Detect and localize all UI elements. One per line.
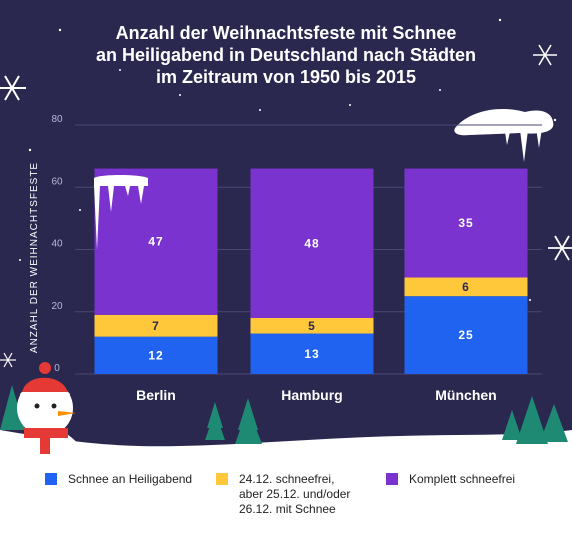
bar-segment bbox=[250, 333, 374, 374]
data-label: 47 bbox=[148, 235, 163, 249]
x-tick-label: Berlin bbox=[136, 387, 176, 403]
legend-swatch bbox=[386, 473, 398, 485]
tree-decoration bbox=[0, 385, 568, 444]
data-label: 12 bbox=[148, 348, 163, 362]
data-label: 6 bbox=[462, 280, 470, 294]
legend-label: 24.12. schneefrei, aber 25.12. und/oder … bbox=[239, 472, 351, 516]
icicle-cloud-decoration bbox=[454, 108, 554, 162]
legend-item-partial-snow: 24.12. schneefrei, aber 25.12. und/oder … bbox=[216, 472, 350, 517]
snowflake-icon bbox=[533, 44, 557, 66]
legend-item-no-snow: Komplett schneefrei bbox=[386, 472, 515, 487]
data-label: 5 bbox=[308, 319, 316, 333]
y-tick-label: 60 bbox=[51, 176, 63, 187]
bar-segment bbox=[250, 317, 374, 334]
legend: Schnee an Heiligabend 24.12. schneefrei,… bbox=[0, 472, 572, 532]
y-tick-label: 0 bbox=[54, 363, 60, 374]
legend-item-snow-christmas-eve: Schnee an Heiligabend bbox=[45, 472, 192, 487]
bar-segment bbox=[94, 336, 218, 374]
bar-segment bbox=[404, 296, 528, 374]
legend-label: Komplett schneefrei bbox=[409, 472, 516, 486]
y-tick-label: 20 bbox=[51, 301, 63, 312]
chart-title-line-1: Anzahl der Weihnachtsfeste mit Schnee bbox=[115, 23, 457, 43]
chart-title-line-2: an Heiligabend in Deutschland nach Städt… bbox=[95, 45, 477, 65]
data-label: 7 bbox=[152, 319, 160, 333]
y-tick-label: 40 bbox=[51, 239, 63, 250]
y-axis-label: ANZAHL DER WEIHNACHTSFESTE bbox=[29, 162, 40, 353]
legend-label: Schnee an Heiligabend bbox=[68, 472, 193, 486]
data-label: 25 bbox=[458, 328, 473, 342]
snowman-decoration bbox=[3, 362, 87, 512]
data-label: 48 bbox=[304, 236, 319, 250]
bar-segment bbox=[404, 168, 528, 278]
data-label: 35 bbox=[458, 216, 473, 230]
chart-title-line-3: im Zeitraum von 1950 bis 2015 bbox=[155, 67, 417, 87]
bar-segment bbox=[94, 168, 218, 315]
bar-segment bbox=[94, 314, 218, 337]
bar-segment bbox=[404, 277, 528, 297]
snowflake-icon bbox=[0, 75, 26, 101]
bar-segment bbox=[250, 168, 374, 318]
x-tick-label: Hamburg bbox=[281, 387, 342, 403]
snowflake-icon bbox=[548, 235, 572, 261]
legend-swatch bbox=[216, 473, 228, 485]
chart-title: Anzahl der Weihnachtsfeste mit Schnee an… bbox=[60, 22, 512, 88]
legend-swatch bbox=[45, 473, 57, 485]
snow-ground bbox=[0, 430, 572, 541]
icicle-decoration bbox=[94, 175, 148, 250]
y-tick-label: 80 bbox=[51, 114, 63, 125]
data-label: 13 bbox=[304, 347, 319, 361]
x-tick-label: München bbox=[435, 387, 496, 403]
snowflake-icon bbox=[0, 352, 16, 368]
stars-decoration bbox=[19, 18, 557, 301]
